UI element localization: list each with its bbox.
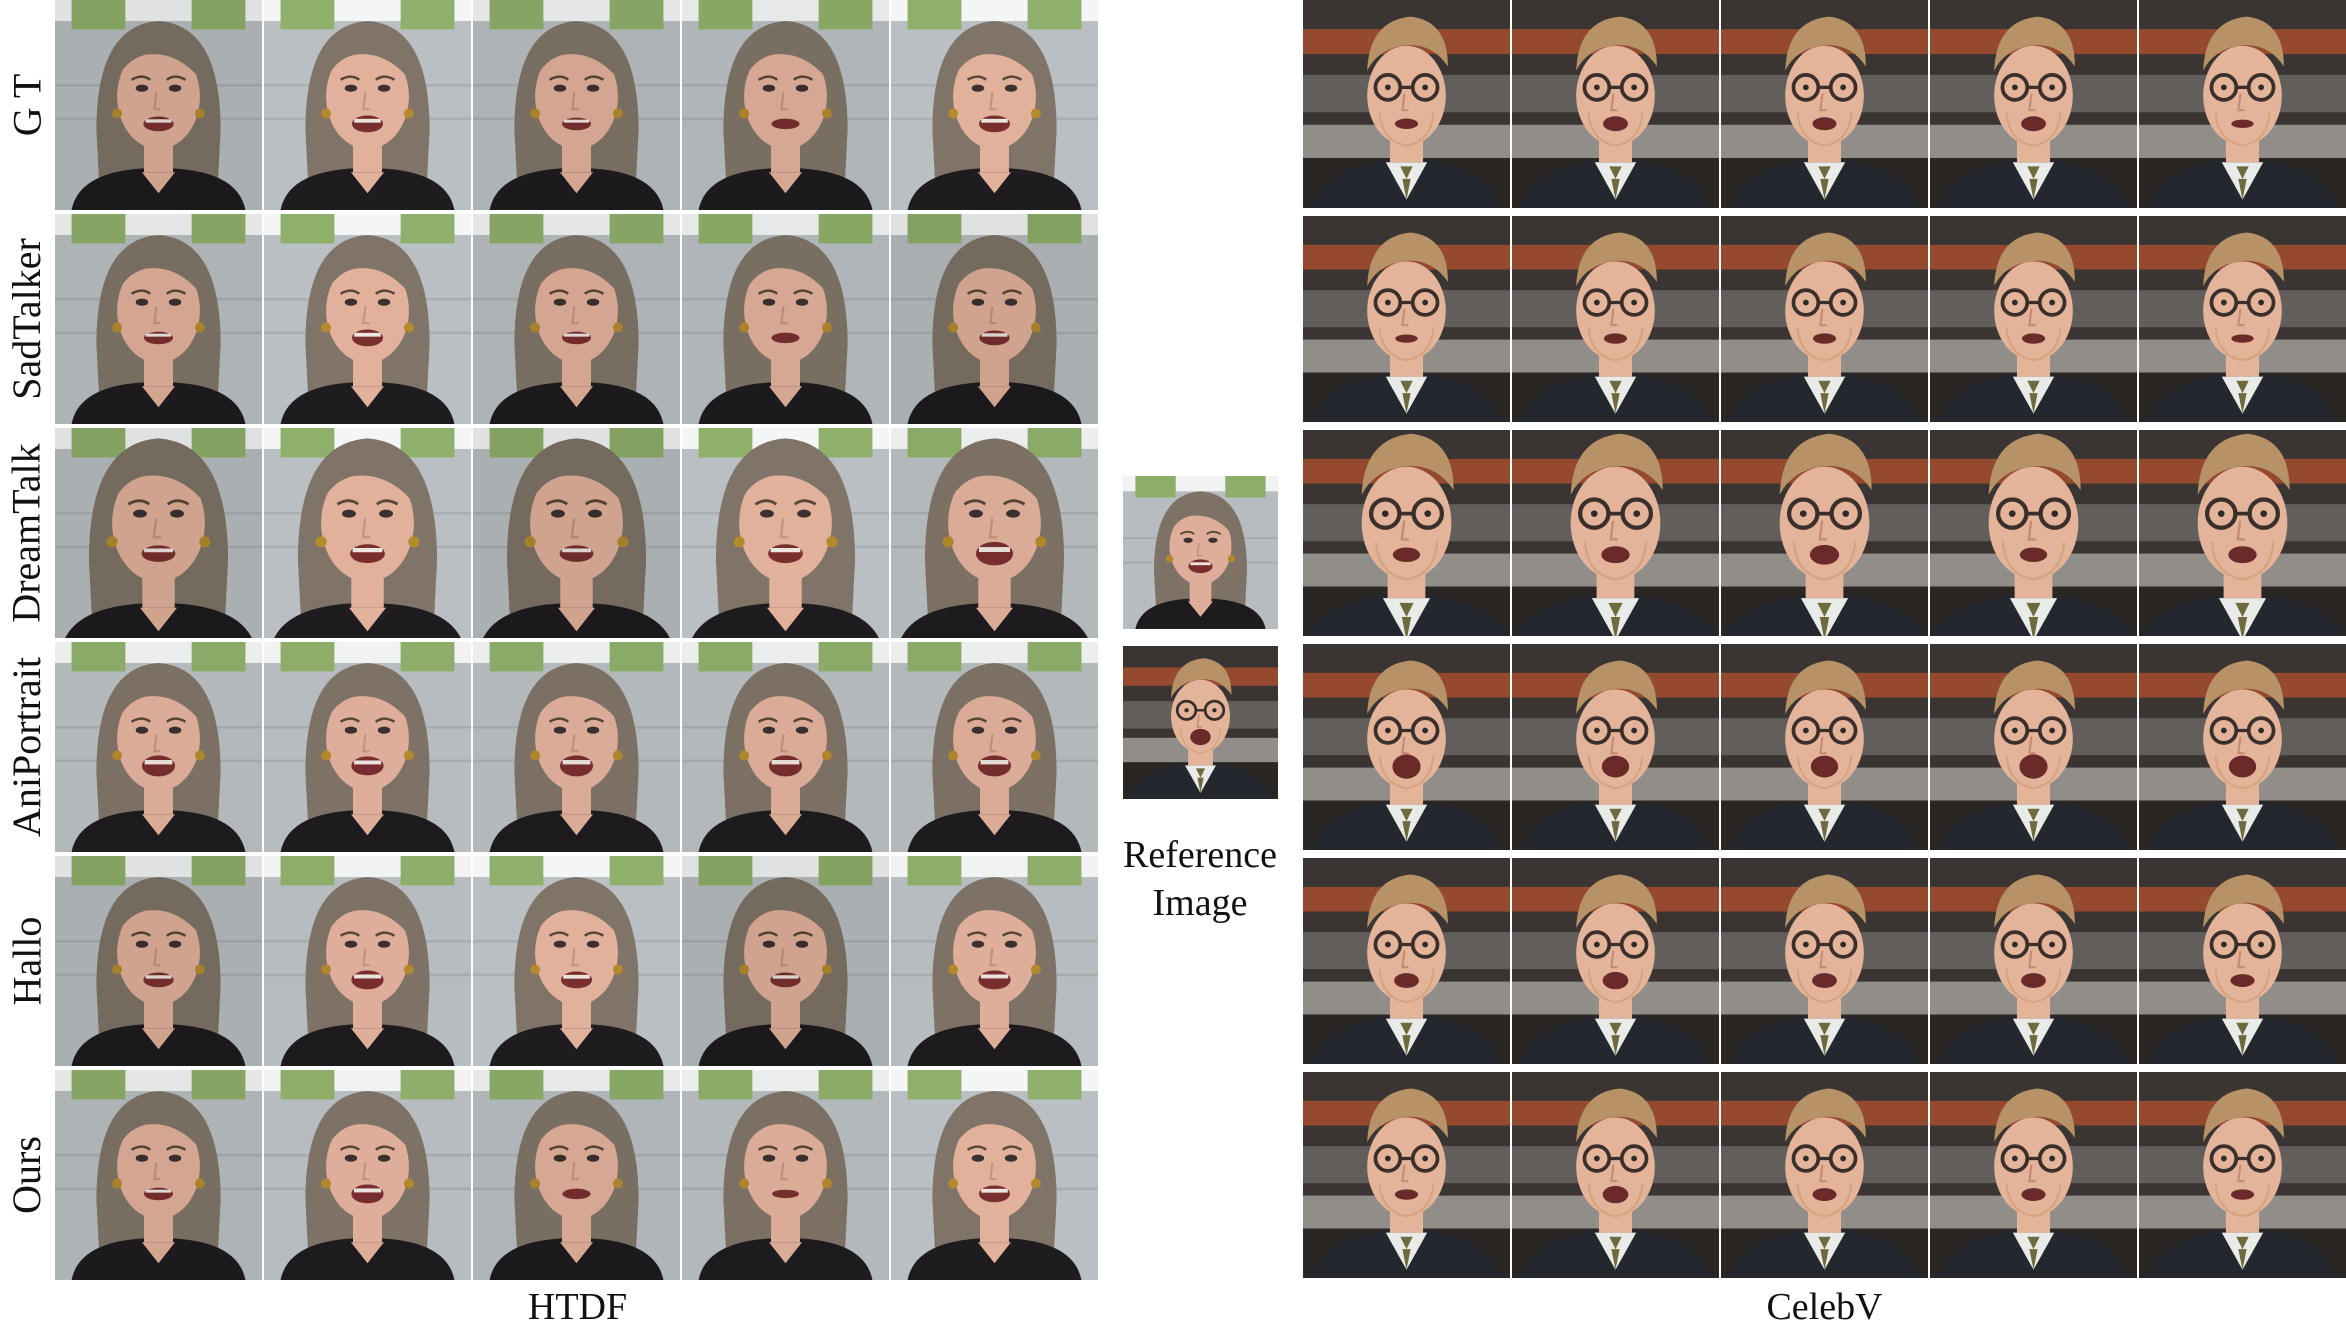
- row-label: AniPortrait: [2, 642, 52, 852]
- htdf-frame: [264, 428, 471, 638]
- htdf-frame: [473, 428, 680, 638]
- celebv-frame: [1721, 858, 1928, 1064]
- htdf-frame: [473, 1070, 680, 1280]
- row-label-text: AniPortrait: [4, 657, 50, 837]
- reference-label-line2: Image: [1152, 881, 1248, 924]
- row-label-text: DreamTalk: [4, 443, 49, 623]
- htdf-frame: [473, 214, 680, 424]
- celebv-frame: [1303, 430, 1510, 636]
- celebv-frame: [1721, 1072, 1928, 1278]
- celebv-frame: [1512, 644, 1719, 850]
- group-caption-celebv: CelebV: [1766, 1286, 1883, 1328]
- htdf-frame: [473, 0, 680, 210]
- celebv-frame: [1512, 430, 1719, 636]
- celebv-frame: [2139, 216, 2346, 422]
- htdf-frame: [55, 428, 262, 638]
- htdf-frame: [264, 0, 471, 210]
- celebv-frame: [1512, 216, 1719, 422]
- celebv-frame: [1721, 430, 1928, 636]
- htdf-frame: [264, 642, 471, 852]
- htdf-frame: [264, 856, 471, 1066]
- row-label: Hallo: [2, 856, 52, 1066]
- htdf-frame: [473, 642, 680, 852]
- row-label-text: G T: [4, 73, 50, 137]
- row-label: DreamTalk: [2, 428, 52, 638]
- htdf-frame: [682, 214, 889, 424]
- celebv-frame: [1930, 644, 2137, 850]
- htdf-frame: [55, 856, 262, 1066]
- celebv-frame: [1930, 216, 2137, 422]
- htdf-frame: [55, 214, 262, 424]
- celebv-frame: [1512, 1072, 1719, 1278]
- htdf-frame: [891, 0, 1098, 210]
- htdf-frame: [55, 1070, 262, 1280]
- htdf-frame: [682, 642, 889, 852]
- htdf-frame: [682, 1070, 889, 1280]
- celebv-frame: [2139, 644, 2346, 850]
- htdf-frame: [473, 856, 680, 1066]
- celebv-frame: [2139, 0, 2346, 208]
- celebv-frame: [1303, 644, 1510, 850]
- celebv-frame: [1930, 1072, 2137, 1278]
- celebv-frame: [1721, 216, 1928, 422]
- celebv-frame: [1721, 0, 1928, 208]
- row-label-text: Hallo: [4, 916, 49, 1006]
- htdf-frame: [264, 214, 471, 424]
- row-label: SadTalker: [2, 214, 52, 424]
- htdf-frame: [891, 214, 1098, 424]
- htdf-frame: [682, 428, 889, 638]
- group-caption-htdf: HTDF: [527, 1286, 628, 1328]
- reference-image-htdf: [1123, 476, 1278, 629]
- celebv-frame: [1721, 644, 1928, 850]
- htdf-frame: [682, 0, 889, 210]
- celebv-frame: [2139, 858, 2346, 1064]
- htdf-frame: [891, 642, 1098, 852]
- celebv-frame: [1303, 1072, 1510, 1278]
- row-label-text: SadTalker: [4, 238, 49, 400]
- row-label: Ours: [2, 1070, 52, 1280]
- reference-label-line1: Reference: [1123, 834, 1277, 876]
- htdf-frame: [891, 856, 1098, 1066]
- reference-image-celebv: [1123, 646, 1278, 799]
- htdf-frame: [55, 0, 262, 210]
- celebv-frame: [1930, 430, 2137, 636]
- htdf-frame: [891, 428, 1098, 638]
- htdf-frame: [264, 1070, 471, 1280]
- celebv-frame: [2139, 430, 2346, 636]
- htdf-frame: [891, 1070, 1098, 1280]
- htdf-frame: [682, 856, 889, 1066]
- celebv-frame: [1303, 0, 1510, 208]
- htdf-frame: [55, 642, 262, 852]
- celebv-frame: [1303, 216, 1510, 422]
- celebv-frame: [1512, 0, 1719, 208]
- row-label-text: Ours: [4, 1136, 49, 1214]
- celebv-frame: [1303, 858, 1510, 1064]
- reference-image-label: Reference Image: [1100, 832, 1300, 927]
- row-label: G T: [2, 0, 52, 210]
- celebv-frame: [1930, 858, 2137, 1064]
- celebv-frame: [1512, 858, 1719, 1064]
- celebv-frame: [2139, 1072, 2346, 1278]
- celebv-frame: [1930, 0, 2137, 208]
